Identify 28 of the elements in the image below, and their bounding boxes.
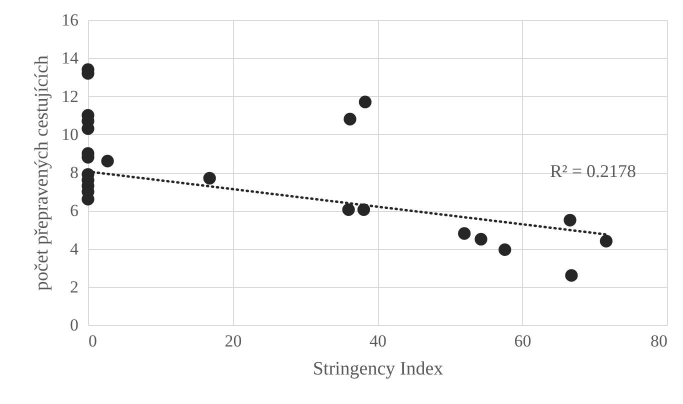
x-tick-label: 0 — [88, 332, 97, 350]
x-axis-title: Stringency Index — [312, 358, 444, 380]
y-tick-label: 10 — [62, 124, 78, 144]
point — [203, 172, 216, 185]
y-tick-label: 0 — [70, 316, 78, 334]
point — [564, 214, 576, 226]
y-tick-label: 12 — [62, 86, 78, 106]
y-tick-label: 14 — [62, 48, 79, 68]
point — [565, 269, 578, 282]
y-tick-label: 6 — [70, 201, 78, 220]
x-tick-label: 60 — [514, 332, 532, 350]
point — [600, 234, 613, 248]
x-tick-label: 20 — [224, 332, 242, 350]
point — [474, 232, 488, 246]
annotation: R² = 0.2178 — [550, 161, 636, 181]
y-tick-label: 8 — [70, 163, 78, 182]
y-axis-title: počet přepravených cestujících — [32, 54, 52, 291]
point — [458, 227, 471, 240]
point — [344, 112, 356, 126]
y-tick-label: 2 — [70, 277, 78, 296]
point — [101, 154, 114, 168]
point — [342, 203, 355, 216]
x-tick-label: 80 — [650, 332, 668, 350]
y-tick-label: 4 — [70, 239, 79, 258]
x-tick-label: 40 — [370, 332, 386, 350]
y-tick-label: 16 — [62, 10, 78, 30]
point — [358, 96, 372, 108]
point — [498, 243, 512, 256]
